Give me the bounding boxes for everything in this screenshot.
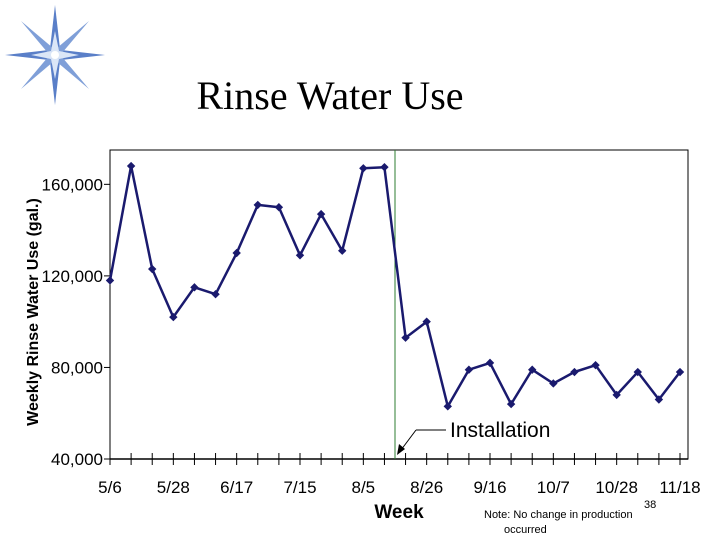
y-tick-label: 120,000 (42, 267, 103, 286)
data-point-marker (253, 200, 262, 210)
annotation-arrowhead (397, 444, 405, 455)
plot-area-frame (109, 149, 689, 460)
annotation-arrow-line (400, 429, 417, 451)
data-point-marker (338, 246, 347, 255)
footnote-line-1: Note: No change in production (484, 509, 633, 521)
x-tick-label: 6/17 (220, 478, 253, 497)
data-point-marker (549, 379, 558, 388)
x-tick-labels: 5/6 5/28 6/17 7/15 8/5 8/26 9/16 10/7 10/28 11/18 (98, 478, 700, 497)
x-tick-marks (109, 453, 681, 465)
footnote-line-2: occurred (504, 524, 547, 536)
data-point-marker (190, 283, 199, 292)
data-point-marker (570, 367, 579, 377)
data-point-marker (232, 248, 241, 258)
y-tick-label: 80,000 (51, 358, 103, 377)
data-point-marker (485, 358, 495, 368)
compass-star-icon (5, 5, 105, 105)
x-axis-title: Week (374, 502, 424, 523)
data-point-marker (633, 367, 642, 377)
x-tick-label: 9/16 (473, 478, 506, 497)
data-point-marker (443, 402, 452, 411)
data-point-marker (295, 251, 305, 260)
data-point-marker (274, 203, 284, 212)
series-markers (105, 161, 685, 411)
data-point-marker (401, 333, 410, 342)
y-tick-labels: 40,000 80,000 120,000 160,000 (42, 175, 103, 469)
y-tick-label: 40,000 (51, 450, 103, 469)
x-tick-label: 7/15 (283, 478, 316, 497)
data-point-marker (528, 365, 537, 374)
x-tick-label: 11/18 (659, 478, 700, 497)
installation-annotation: Installation (450, 419, 550, 442)
data-point-marker (506, 399, 516, 409)
data-point-marker (591, 360, 600, 370)
data-point-marker (612, 390, 621, 400)
x-tick-label: 5/6 (98, 478, 122, 497)
x-tick-label: 5/28 (157, 478, 190, 497)
data-point-marker (464, 365, 474, 374)
page-number: 38 (644, 499, 656, 511)
x-tick-label: 8/5 (352, 478, 376, 497)
data-point-marker (422, 317, 431, 326)
series-line (108, 164, 681, 408)
data-point-marker (148, 264, 157, 274)
data-point-marker (380, 162, 389, 172)
page-title: Rinse Water Use (196, 73, 464, 118)
x-tick-label: 10/7 (537, 478, 570, 497)
data-point-marker (675, 367, 685, 377)
data-point-marker (654, 395, 664, 404)
x-tick-label: 8/26 (410, 478, 443, 497)
x-tick-label: 10/28 (595, 478, 638, 497)
y-tick-label: 160,000 (42, 175, 103, 194)
data-point-marker (126, 161, 136, 171)
data-point-marker (359, 164, 368, 173)
data-point-marker (105, 276, 115, 285)
y-axis-title: Weekly Rinse Water Use (gal.) (25, 198, 42, 426)
data-point-marker (316, 209, 326, 219)
data-point-marker (169, 312, 178, 322)
y-tick-marks (104, 183, 110, 460)
data-point-marker (211, 290, 220, 299)
